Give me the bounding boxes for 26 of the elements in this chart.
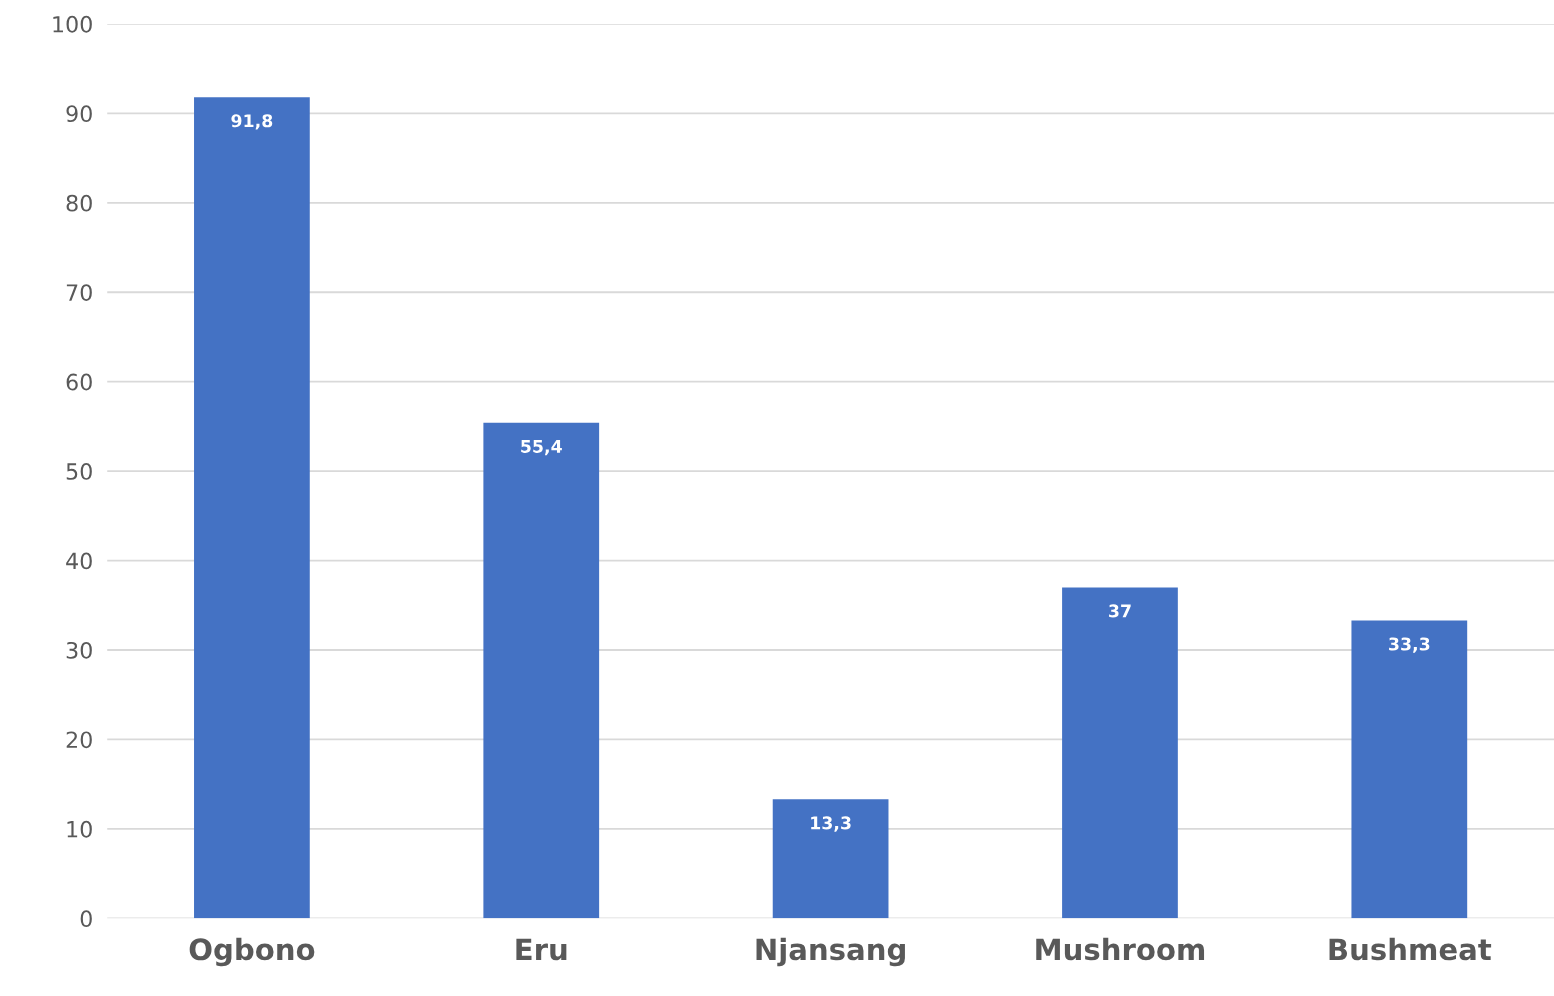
data-label: 13,3 [811,816,851,832]
x-tick-label: Njansang [756,937,905,967]
x-tick-label: Ogbono [189,937,315,967]
data-label: 37 [1109,604,1131,618]
x-tick-label: Bushmeat [1329,937,1492,961]
y-tick-label: 100 [53,15,92,33]
y-tick-label: 50 [66,463,92,480]
x-tick-label: Eru [516,938,567,961]
y-tick-label: 20 [66,731,92,749]
bar [1351,620,1468,919]
y-tick-label: 70 [66,284,92,301]
bar [483,422,600,919]
y-tick-label: 40 [66,552,92,570]
data-label: 91,8 [231,114,273,130]
data-label: 55,4 [521,440,562,456]
y-tick-label: 90 [66,105,92,123]
y-tick-label: 0 [80,910,92,928]
bar [194,97,310,919]
y-tick-label: 10 [67,820,92,838]
y-tick-label: 80 [66,194,92,212]
data-label: 33,3 [1389,637,1430,653]
y-tick-label: 30 [66,641,92,659]
y-tick-label: 60 [66,373,92,391]
x-tick-label: Mushroom [1036,937,1205,961]
bar [772,799,889,919]
bar [1062,587,1178,919]
